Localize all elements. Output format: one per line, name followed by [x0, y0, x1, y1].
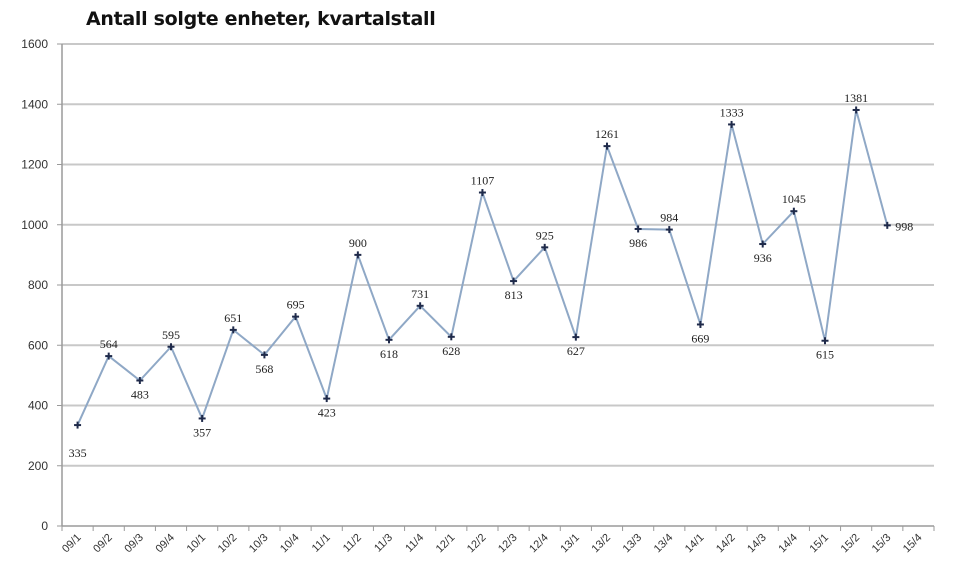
data-label: 651 [224, 311, 242, 325]
data-label: 813 [505, 288, 523, 302]
x-tick-label: 10/1 [185, 532, 209, 556]
data-label: 1107 [471, 174, 495, 188]
data-point-marker [198, 414, 206, 422]
x-tick-label: 10/3 [247, 532, 271, 556]
data-point-marker [74, 421, 82, 429]
x-tick-label: 15/1 [807, 532, 831, 556]
data-label: 568 [255, 362, 273, 376]
data-label: 627 [567, 344, 585, 358]
data-point-marker [852, 106, 860, 114]
data-label: 669 [691, 331, 709, 345]
data-label: 986 [629, 236, 647, 250]
x-tick-label: 14/3 [745, 532, 769, 556]
data-point-marker [260, 351, 268, 359]
data-point-marker [665, 226, 673, 234]
data-point-marker [447, 333, 455, 341]
chart-title: Antall solgte enheter, kvartalstall [86, 8, 436, 30]
y-tick-label: 1200 [21, 158, 48, 172]
data-point-marker [167, 343, 175, 351]
data-point-marker [728, 120, 736, 128]
data-label: 900 [349, 236, 367, 250]
x-tick-label: 12/2 [465, 532, 489, 556]
y-tick-label: 400 [28, 399, 48, 413]
data-point-marker [385, 336, 393, 344]
data-label: 1333 [720, 105, 744, 119]
data-label: 423 [318, 406, 336, 420]
x-tick-label: 15/4 [901, 532, 925, 556]
data-label: 984 [660, 211, 678, 225]
data-point-marker [603, 142, 611, 150]
y-tick-label: 0 [41, 519, 48, 533]
data-point-marker [510, 277, 518, 285]
x-tick-label: 14/4 [776, 532, 800, 556]
y-tick-label: 1000 [21, 218, 48, 232]
x-tick-label: 11/1 [310, 532, 333, 555]
x-tick-label: 13/1 [558, 532, 582, 556]
x-tick-label: 11/2 [341, 532, 364, 555]
y-tick-label: 200 [28, 459, 48, 473]
data-label: 564 [100, 337, 118, 351]
y-tick-label: 600 [28, 338, 48, 352]
data-label: 595 [162, 328, 180, 342]
data-series [74, 106, 891, 429]
data-label: 925 [536, 228, 554, 242]
data-point-marker [883, 221, 891, 229]
data-label: 483 [131, 387, 149, 401]
data-label: 936 [754, 251, 772, 265]
x-tick-label: 12/4 [527, 532, 551, 556]
y-tick-label: 1600 [21, 37, 48, 51]
y-tick-label: 1400 [21, 97, 48, 111]
data-label: 695 [287, 298, 305, 312]
x-tick-label: 15/3 [870, 532, 894, 556]
x-tick-label: 09/3 [122, 532, 146, 556]
data-label: 998 [895, 219, 913, 233]
x-tick-label: 13/4 [652, 532, 676, 556]
data-label: 618 [380, 347, 398, 361]
x-tick-label: 09/1 [60, 532, 84, 556]
data-point-marker [541, 243, 549, 251]
data-point-marker [229, 326, 237, 334]
data-point-marker [790, 207, 798, 215]
data-label: 628 [442, 344, 460, 358]
data-label: 1045 [782, 192, 806, 206]
data-point-marker [416, 302, 424, 310]
data-label: 1261 [595, 127, 619, 141]
x-tick-label: 12/3 [496, 532, 520, 556]
x-tick-label: 14/2 [714, 532, 738, 556]
data-label: 1381 [844, 91, 868, 105]
data-point-marker [105, 352, 113, 360]
data-point-marker [323, 395, 331, 403]
x-tick-label: 09/2 [91, 532, 115, 556]
data-point-marker [354, 251, 362, 259]
x-tick-label: 13/2 [589, 532, 613, 556]
data-point-marker [572, 333, 580, 341]
data-point-marker [634, 225, 642, 233]
data-label: 731 [411, 287, 429, 301]
x-tick-label: 13/3 [621, 532, 645, 556]
data-label: 615 [816, 348, 834, 362]
x-tick-label: 09/4 [153, 532, 177, 556]
x-tick-label: 14/1 [683, 532, 707, 556]
y-axis: 0 200 400 600 800 1000 1200 1400 1600 [21, 37, 63, 533]
series-line [76, 109, 889, 426]
x-tick-label: 11/3 [372, 532, 395, 555]
data-point-marker [292, 313, 300, 321]
data-point-marker [821, 337, 829, 345]
x-tick-label: 12/1 [434, 532, 458, 556]
x-tick-label: 10/2 [216, 532, 240, 556]
data-point-marker [759, 240, 767, 248]
y-tick-label: 800 [28, 278, 48, 292]
data-point-marker [696, 320, 704, 328]
data-point-marker [136, 376, 144, 384]
x-tick-label: 15/2 [839, 532, 863, 556]
x-tick-label: 11/4 [403, 532, 426, 555]
data-labels: 335 564 483 595 357 651 568 695 423 900 618 731 628 1… [69, 91, 914, 460]
data-label: 335 [69, 446, 87, 460]
data-label: 357 [193, 425, 211, 439]
gridlines [62, 43, 934, 467]
data-point-marker [478, 189, 486, 197]
x-axis: 09/1 09/2 09/3 09/4 10/1 10/2 10/3 10/4 11/1 11/2… [60, 525, 935, 556]
x-tick-label: 10/4 [278, 532, 302, 556]
